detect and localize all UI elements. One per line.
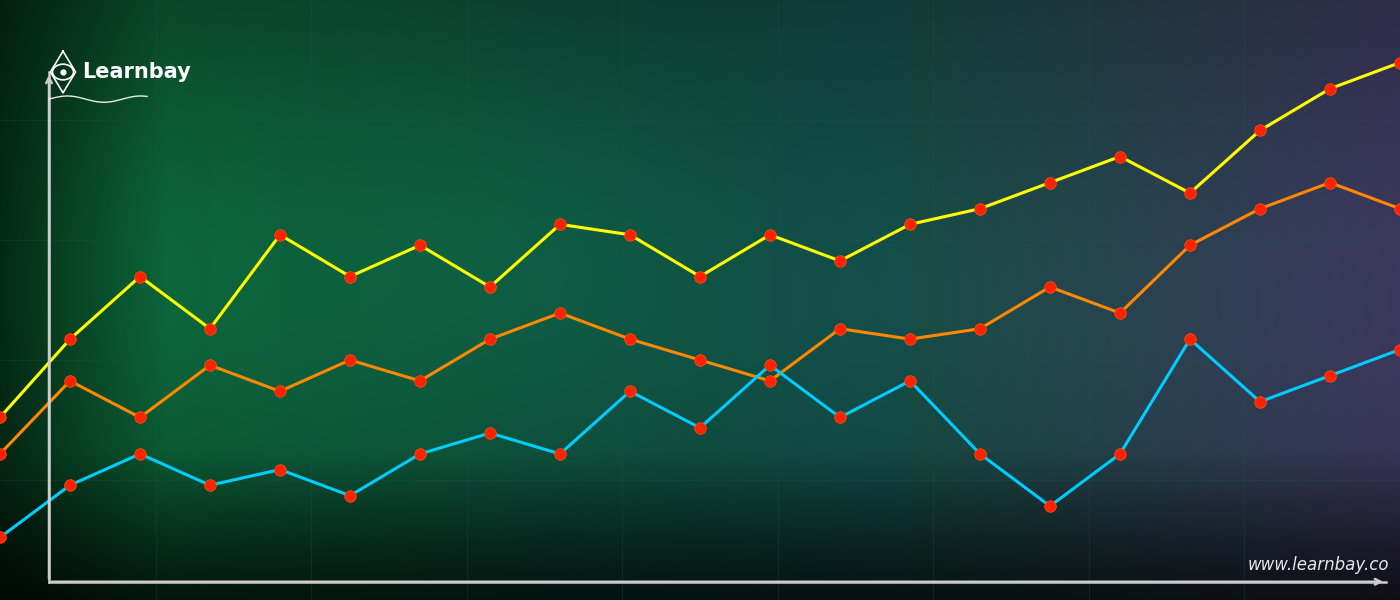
Point (1039, 282, 1061, 292)
Point (829, 256, 851, 266)
Point (829, 413, 851, 422)
Point (479, 282, 501, 292)
Point (1109, 308, 1131, 318)
Point (1039, 178, 1061, 187)
Point (619, 386, 641, 396)
Point (969, 449, 991, 459)
Point (759, 361, 781, 370)
Point (339, 272, 361, 281)
Point (1319, 371, 1341, 380)
Point (129, 272, 151, 281)
Point (549, 449, 571, 459)
Point (829, 324, 851, 334)
Point (899, 334, 921, 344)
Point (409, 376, 431, 386)
Point (409, 449, 431, 459)
Point (1179, 241, 1201, 250)
Point (1319, 84, 1341, 94)
Point (1249, 204, 1271, 214)
Point (199, 481, 221, 490)
Point (199, 361, 221, 370)
Point (549, 308, 571, 318)
Point (479, 428, 501, 438)
Point (129, 449, 151, 459)
Point (339, 491, 361, 500)
Point (199, 324, 221, 334)
Point (1039, 501, 1061, 511)
Point (409, 241, 431, 250)
Point (899, 220, 921, 229)
Point (0, 449, 11, 459)
Point (0, 533, 11, 542)
Point (59, 334, 81, 344)
Point (339, 355, 361, 365)
Point (269, 465, 291, 475)
Point (689, 423, 711, 433)
Point (1249, 125, 1271, 135)
Point (689, 272, 711, 281)
Point (969, 204, 991, 214)
Point (0, 413, 11, 422)
Point (59, 376, 81, 386)
Point (479, 334, 501, 344)
Point (619, 230, 641, 239)
Point (1179, 334, 1201, 344)
Point (129, 413, 151, 422)
Point (1389, 345, 1400, 355)
Point (1179, 188, 1201, 198)
Point (1249, 397, 1271, 407)
Point (689, 355, 711, 365)
Point (269, 386, 291, 396)
Point (969, 324, 991, 334)
Point (269, 230, 291, 239)
Point (1389, 58, 1400, 67)
Point (52, 67, 74, 77)
Point (1109, 152, 1131, 161)
Point (619, 334, 641, 344)
Text: www.learnbay.co: www.learnbay.co (1247, 556, 1389, 574)
Point (759, 230, 781, 239)
Point (549, 220, 571, 229)
Point (1389, 204, 1400, 214)
Point (1109, 449, 1131, 459)
Point (1319, 178, 1341, 187)
Point (899, 376, 921, 386)
Text: Learnbay: Learnbay (83, 62, 192, 82)
Point (759, 376, 781, 386)
Point (59, 481, 81, 490)
